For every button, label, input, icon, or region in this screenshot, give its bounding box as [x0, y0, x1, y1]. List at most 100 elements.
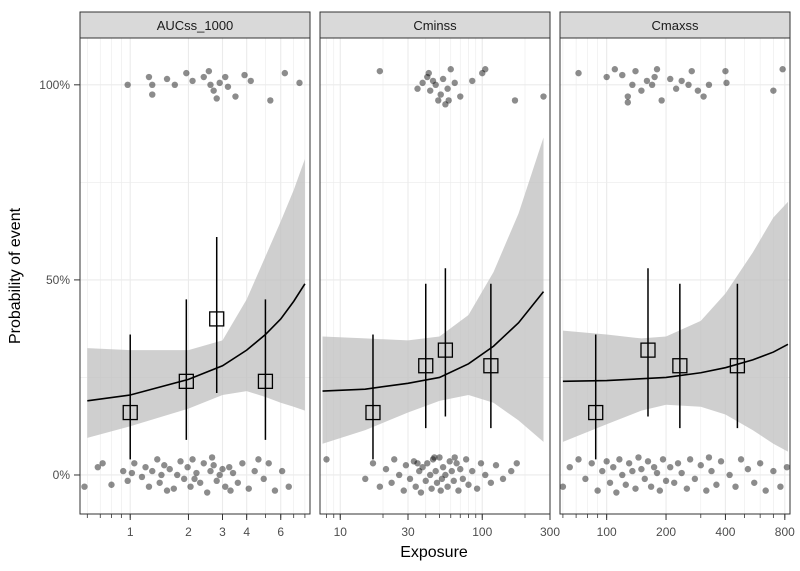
- event-point: [435, 97, 442, 104]
- nonevent-point: [416, 467, 423, 475]
- nonevent-point: [227, 487, 234, 494]
- nonevent-point: [465, 481, 472, 488]
- event-point: [210, 87, 217, 94]
- nonevent-point: [120, 467, 127, 475]
- event-point: [451, 79, 458, 87]
- nonevent-point: [686, 456, 694, 463]
- nonevent-point: [184, 463, 191, 471]
- nonevent-point: [622, 481, 629, 488]
- nonevent-point: [619, 471, 626, 479]
- nonevent-point: [783, 463, 791, 471]
- nonevent-point: [437, 487, 444, 494]
- nonevent-point: [208, 454, 216, 461]
- facet-strip-label: Cminss: [413, 18, 457, 33]
- nonevent-point: [726, 471, 733, 479]
- nonevent-point: [744, 465, 752, 473]
- event-point: [241, 71, 248, 79]
- nonevent-point: [751, 479, 758, 486]
- nonevent-point: [196, 479, 204, 486]
- nonevent-point: [457, 465, 464, 473]
- event-point: [479, 69, 486, 77]
- nonevent-point: [376, 483, 384, 490]
- nonevent-point: [163, 487, 171, 494]
- nonevent-point: [382, 465, 390, 473]
- binned-probability-square: [729, 358, 746, 374]
- nonevent-point: [156, 479, 163, 486]
- nonevent-point: [462, 456, 470, 463]
- nonevent-point: [632, 485, 639, 492]
- nonevent-point: [582, 475, 589, 483]
- nonevent-point: [625, 460, 633, 467]
- event-point: [267, 97, 274, 104]
- nonevent-point: [400, 487, 407, 494]
- nonevent-point: [717, 458, 725, 465]
- nonevent-point: [142, 463, 149, 471]
- fit-line: [87, 283, 306, 402]
- event-point: [424, 73, 431, 81]
- event-point: [638, 87, 645, 94]
- nonevent-point: [234, 479, 242, 486]
- binned-probability-square: [640, 342, 656, 358]
- event-point: [427, 87, 434, 94]
- y-axis-title: Probability of event: [7, 207, 24, 344]
- nonevent-point: [473, 485, 481, 492]
- event-point: [469, 77, 476, 85]
- event-point: [205, 67, 213, 75]
- event-point: [171, 81, 178, 89]
- x-tick-label: 400: [715, 525, 735, 539]
- x-tick-label: 200: [656, 525, 676, 539]
- nonevent-point: [108, 481, 115, 488]
- event-point: [414, 85, 421, 92]
- nonevent-point: [559, 483, 567, 490]
- facet-strip-label: AUCss_1000: [157, 18, 234, 33]
- nonevent-point: [455, 487, 462, 494]
- x-tick-label: 800: [775, 525, 795, 539]
- event-point: [611, 66, 619, 73]
- x-tick-label: 2: [185, 525, 192, 539]
- event-point: [511, 97, 519, 104]
- nonevent-point: [422, 477, 429, 485]
- nonevent-point: [417, 489, 425, 496]
- nonevent-point: [635, 454, 642, 461]
- nonevent-point: [239, 460, 246, 467]
- nonevent-point: [203, 489, 211, 496]
- binned-probability-square: [672, 358, 688, 374]
- binned-probability-square: [437, 342, 454, 358]
- nonevent-point: [770, 467, 777, 475]
- binned-probability-square: [122, 404, 138, 421]
- nonevent-point: [588, 460, 595, 467]
- event-point: [222, 73, 229, 81]
- nonevent-point: [124, 477, 131, 485]
- nonevent-point: [429, 456, 437, 463]
- nonevent-point: [265, 460, 272, 467]
- event-point: [667, 75, 674, 83]
- nonevent-point: [369, 460, 377, 467]
- event-point: [653, 66, 661, 73]
- nonevent-point: [180, 475, 188, 483]
- x-tick-label: 30: [401, 525, 415, 539]
- nonevent-point: [477, 460, 485, 467]
- nonevent-point: [674, 460, 682, 467]
- facet-panel-aucss-1000: AUCss_1000 1 2 3 4 6: [79, 11, 311, 539]
- event-point: [425, 69, 432, 77]
- nonevent-point: [603, 458, 610, 465]
- x-axis-title: Exposure: [400, 544, 468, 561]
- event-point: [540, 93, 547, 100]
- nonevent-point: [222, 483, 229, 490]
- event-point: [629, 81, 636, 89]
- event-point: [688, 67, 695, 75]
- event-point: [145, 73, 153, 81]
- nonevent-point: [656, 487, 664, 494]
- event-point: [207, 81, 214, 89]
- event-point: [189, 77, 196, 85]
- x-tick-label: 300: [540, 525, 560, 539]
- nonevent-point: [492, 462, 500, 469]
- x-tick-label: 100: [472, 525, 492, 539]
- confidence-band: [562, 201, 788, 452]
- x-tick-label: 6: [277, 525, 284, 539]
- nonevent-point: [410, 458, 418, 465]
- event-point: [429, 77, 437, 85]
- facet-strip-label: Cmaxss: [652, 18, 699, 33]
- event-point: [432, 81, 439, 89]
